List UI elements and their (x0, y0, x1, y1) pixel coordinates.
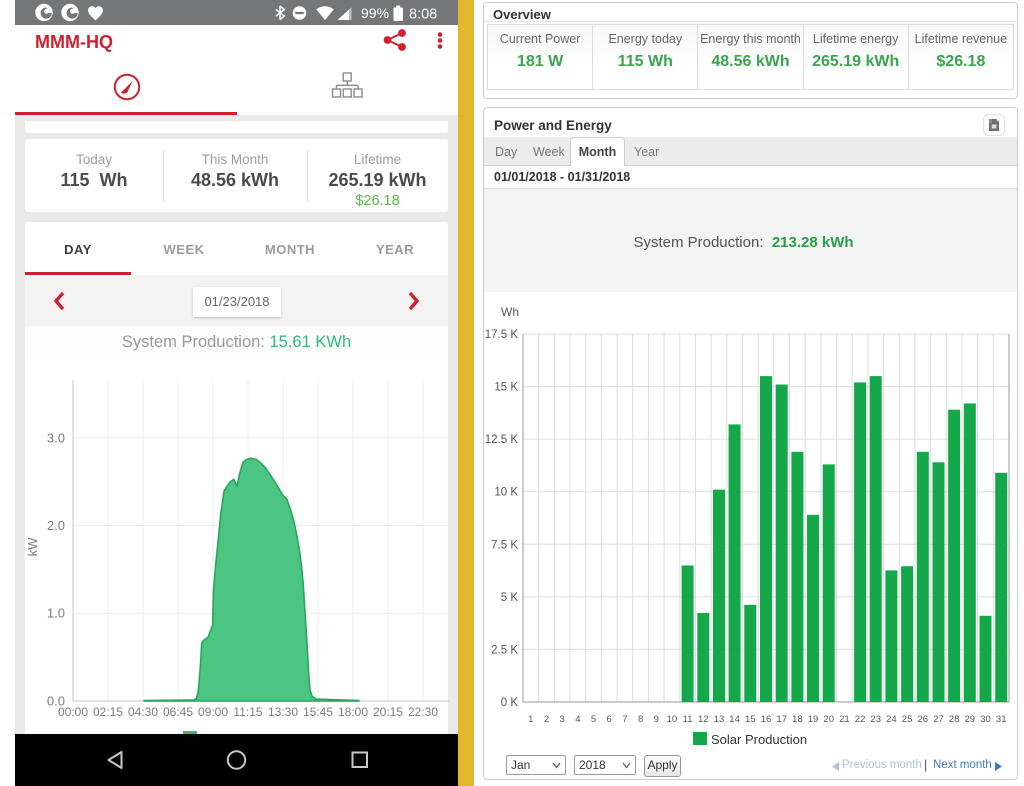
svg-text:20:15: 20:15 (373, 705, 403, 719)
svg-text:16: 16 (761, 714, 772, 725)
svg-text:04:30: 04:30 (128, 705, 158, 719)
svg-text:12.5 K: 12.5 K (485, 434, 519, 446)
svg-text:22:30: 22:30 (408, 705, 438, 719)
svg-text:29: 29 (965, 714, 976, 725)
svg-text:30: 30 (980, 714, 991, 725)
svg-text:4: 4 (575, 714, 580, 725)
svg-text:12: 12 (698, 714, 709, 725)
svg-text:7: 7 (622, 714, 627, 725)
svg-text:Wh: Wh (501, 305, 519, 319)
svg-text:15: 15 (745, 714, 756, 725)
svg-text:6: 6 (607, 714, 612, 725)
svg-text:0 K: 0 K (501, 697, 519, 709)
svg-text:18: 18 (792, 714, 803, 725)
svg-text:15:45: 15:45 (303, 705, 333, 719)
svg-text:2: 2 (544, 714, 549, 725)
svg-text:24: 24 (886, 714, 897, 725)
svg-text:13:30: 13:30 (268, 705, 298, 719)
svg-text:31: 31 (996, 714, 1007, 725)
svg-text:23: 23 (870, 714, 881, 725)
svg-text:10: 10 (667, 714, 678, 725)
svg-text:20: 20 (823, 714, 834, 725)
svg-text:8: 8 (638, 714, 643, 725)
svg-text:18:00: 18:00 (338, 705, 368, 719)
svg-text:11: 11 (683, 714, 693, 725)
svg-text:25: 25 (902, 714, 913, 725)
svg-text:10 K: 10 K (494, 487, 518, 499)
svg-text:3.0: 3.0 (47, 430, 65, 445)
svg-text:kW: kW (25, 537, 40, 557)
svg-text:11:15: 11:15 (233, 705, 262, 719)
svg-text:00:00: 00:00 (58, 705, 88, 719)
svg-text:06:45: 06:45 (163, 705, 193, 719)
svg-text:22: 22 (855, 714, 866, 725)
svg-text:5 K: 5 K (501, 592, 519, 604)
svg-text:9: 9 (654, 714, 659, 725)
svg-text:13: 13 (714, 714, 725, 725)
svg-text:17: 17 (776, 714, 787, 725)
svg-text:14: 14 (729, 714, 740, 725)
svg-text:26: 26 (918, 714, 929, 725)
svg-text:19: 19 (808, 714, 819, 725)
svg-text:2.0: 2.0 (47, 518, 65, 533)
svg-text:3: 3 (560, 714, 565, 725)
svg-text:2.5 K: 2.5 K (491, 644, 518, 656)
svg-text:02:15: 02:15 (93, 705, 123, 719)
svg-text:15 K: 15 K (494, 382, 518, 394)
svg-text:28: 28 (949, 714, 960, 725)
svg-text:99%: 99% (361, 5, 389, 21)
svg-text:27: 27 (933, 714, 944, 725)
svg-text:7.5 K: 7.5 K (491, 539, 518, 551)
svg-text:21: 21 (839, 714, 850, 725)
svg-text:17.5 K: 17.5 K (485, 329, 519, 341)
svg-text:1.0: 1.0 (47, 606, 65, 621)
svg-text:5: 5 (591, 714, 596, 725)
svg-text:0.0: 0.0 (47, 694, 65, 709)
svg-text:8:08: 8:08 (409, 7, 437, 23)
svg-text:09:00: 09:00 (198, 705, 228, 719)
svg-text:1: 1 (528, 714, 533, 725)
